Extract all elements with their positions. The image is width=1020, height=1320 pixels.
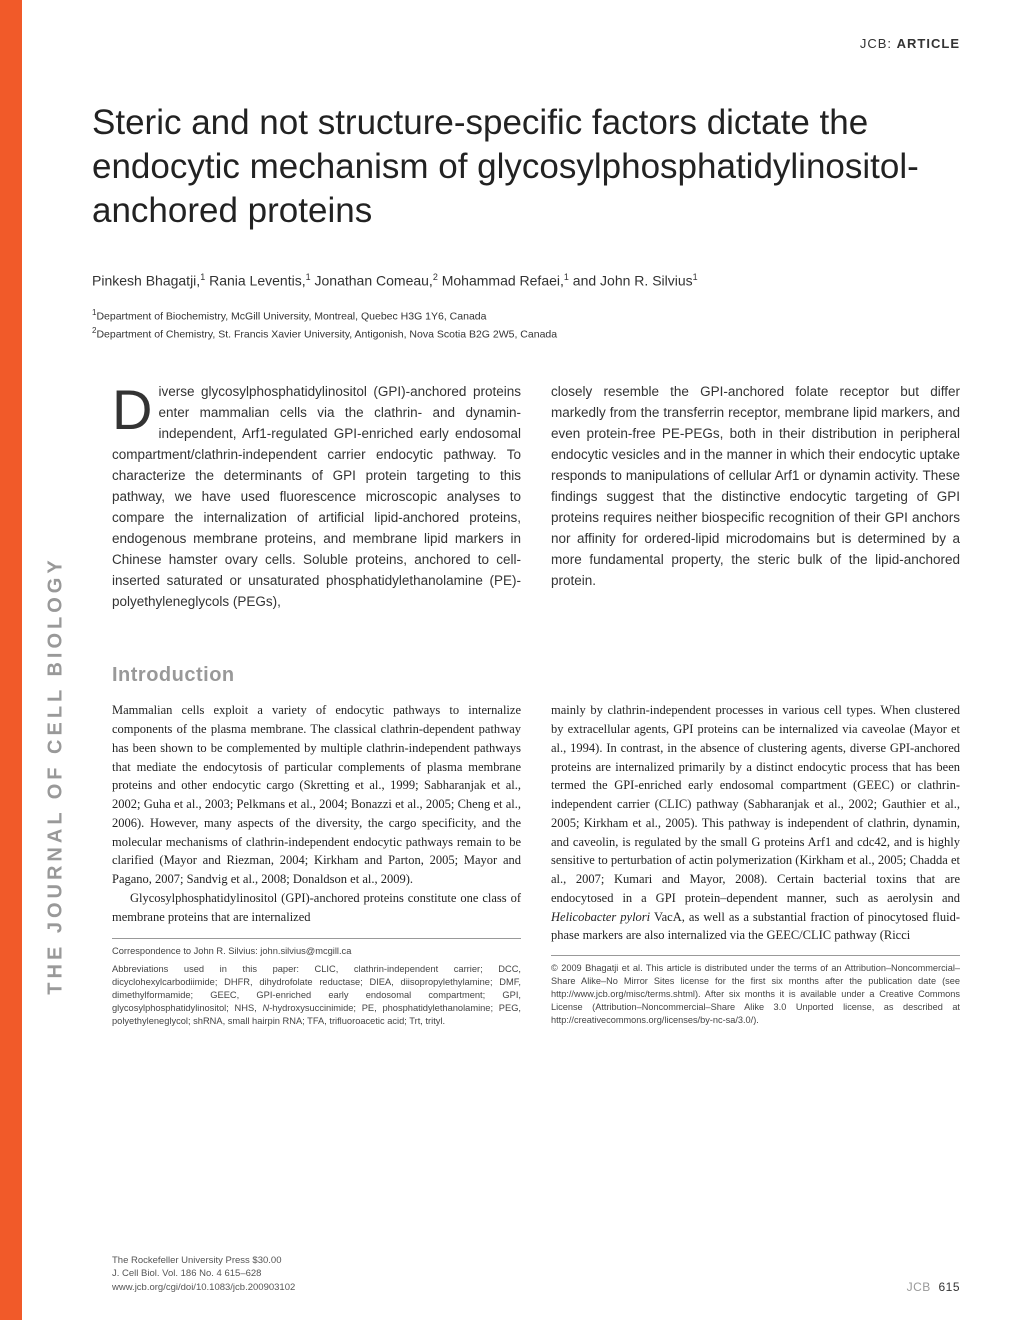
journal-side-label-text: THE JOURNAL OF CELL BIOLOGY — [45, 556, 68, 994]
abstract-right: closely resemble the GPI-anchored folate… — [551, 382, 960, 612]
body-columns: Mammalian cells exploit a variety of end… — [112, 701, 960, 1027]
page-footer: The Rockefeller University Press $30.00 … — [112, 1254, 960, 1294]
journal-side-label: THE JOURNAL OF CELL BIOLOGY — [36, 560, 76, 990]
footnotes: Correspondence to John R. Silvius: john.… — [112, 938, 521, 1027]
affiliation-2: 2Department of Chemistry, St. Francis Xa… — [92, 325, 960, 343]
article-title: Steric and not structure-specific factor… — [92, 101, 960, 232]
footer-citation: J. Cell Biol. Vol. 186 No. 4 615–628 — [112, 1267, 295, 1280]
abstract: Diverse glycosylphosphatidylinositol (GP… — [112, 382, 960, 612]
introduction-heading: Introduction — [112, 664, 960, 687]
body-left-p1: Mammalian cells exploit a variety of end… — [112, 701, 521, 889]
copyright-notice: © 2009 Bhagatji et al. This article is d… — [551, 955, 960, 1026]
footer-right: JCB 615 — [907, 1280, 960, 1294]
authors-line: Pinkesh Bhagatji,1 Rania Leventis,1 Jona… — [92, 272, 960, 289]
footer-jcb: JCB — [907, 1280, 931, 1294]
header-tag: JCB: ARTICLE — [92, 36, 960, 51]
correspondence: Correspondence to John R. Silvius: john.… — [112, 945, 521, 958]
body-left-p2: Glycosylphosphatidylinositol (GPI)-ancho… — [112, 889, 521, 927]
abbreviations: Abbreviations used in this paper: CLIC, … — [112, 963, 521, 1028]
footer-left: The Rockefeller University Press $30.00 … — [112, 1254, 295, 1294]
body-left-column: Mammalian cells exploit a variety of end… — [112, 701, 521, 1027]
header-article: ARTICLE — [897, 36, 960, 51]
header-jcb: JCB: — [860, 36, 892, 51]
footer-doi: www.jcb.org/cgi/doi/10.1083/jcb.20090310… — [112, 1281, 295, 1294]
footer-publisher: The Rockefeller University Press $30.00 — [112, 1254, 295, 1267]
body-right-column: mainly by clathrin-independent processes… — [551, 701, 960, 1027]
affiliation-1: 1Department of Biochemistry, McGill Univ… — [92, 307, 960, 325]
footer-page-number: 615 — [938, 1280, 960, 1294]
abstract-dropcap: D — [112, 382, 158, 434]
abstract-left-text: iverse glycosylphosphatidylinositol (GPI… — [112, 384, 521, 608]
orange-side-bar — [0, 0, 22, 1320]
body-right-p1: mainly by clathrin-independent processes… — [551, 701, 960, 945]
page-content: JCB: ARTICLE Steric and not structure-sp… — [22, 0, 1020, 1058]
affiliations: 1Department of Biochemistry, McGill Univ… — [92, 307, 960, 342]
abstract-left: Diverse glycosylphosphatidylinositol (GP… — [112, 382, 521, 612]
